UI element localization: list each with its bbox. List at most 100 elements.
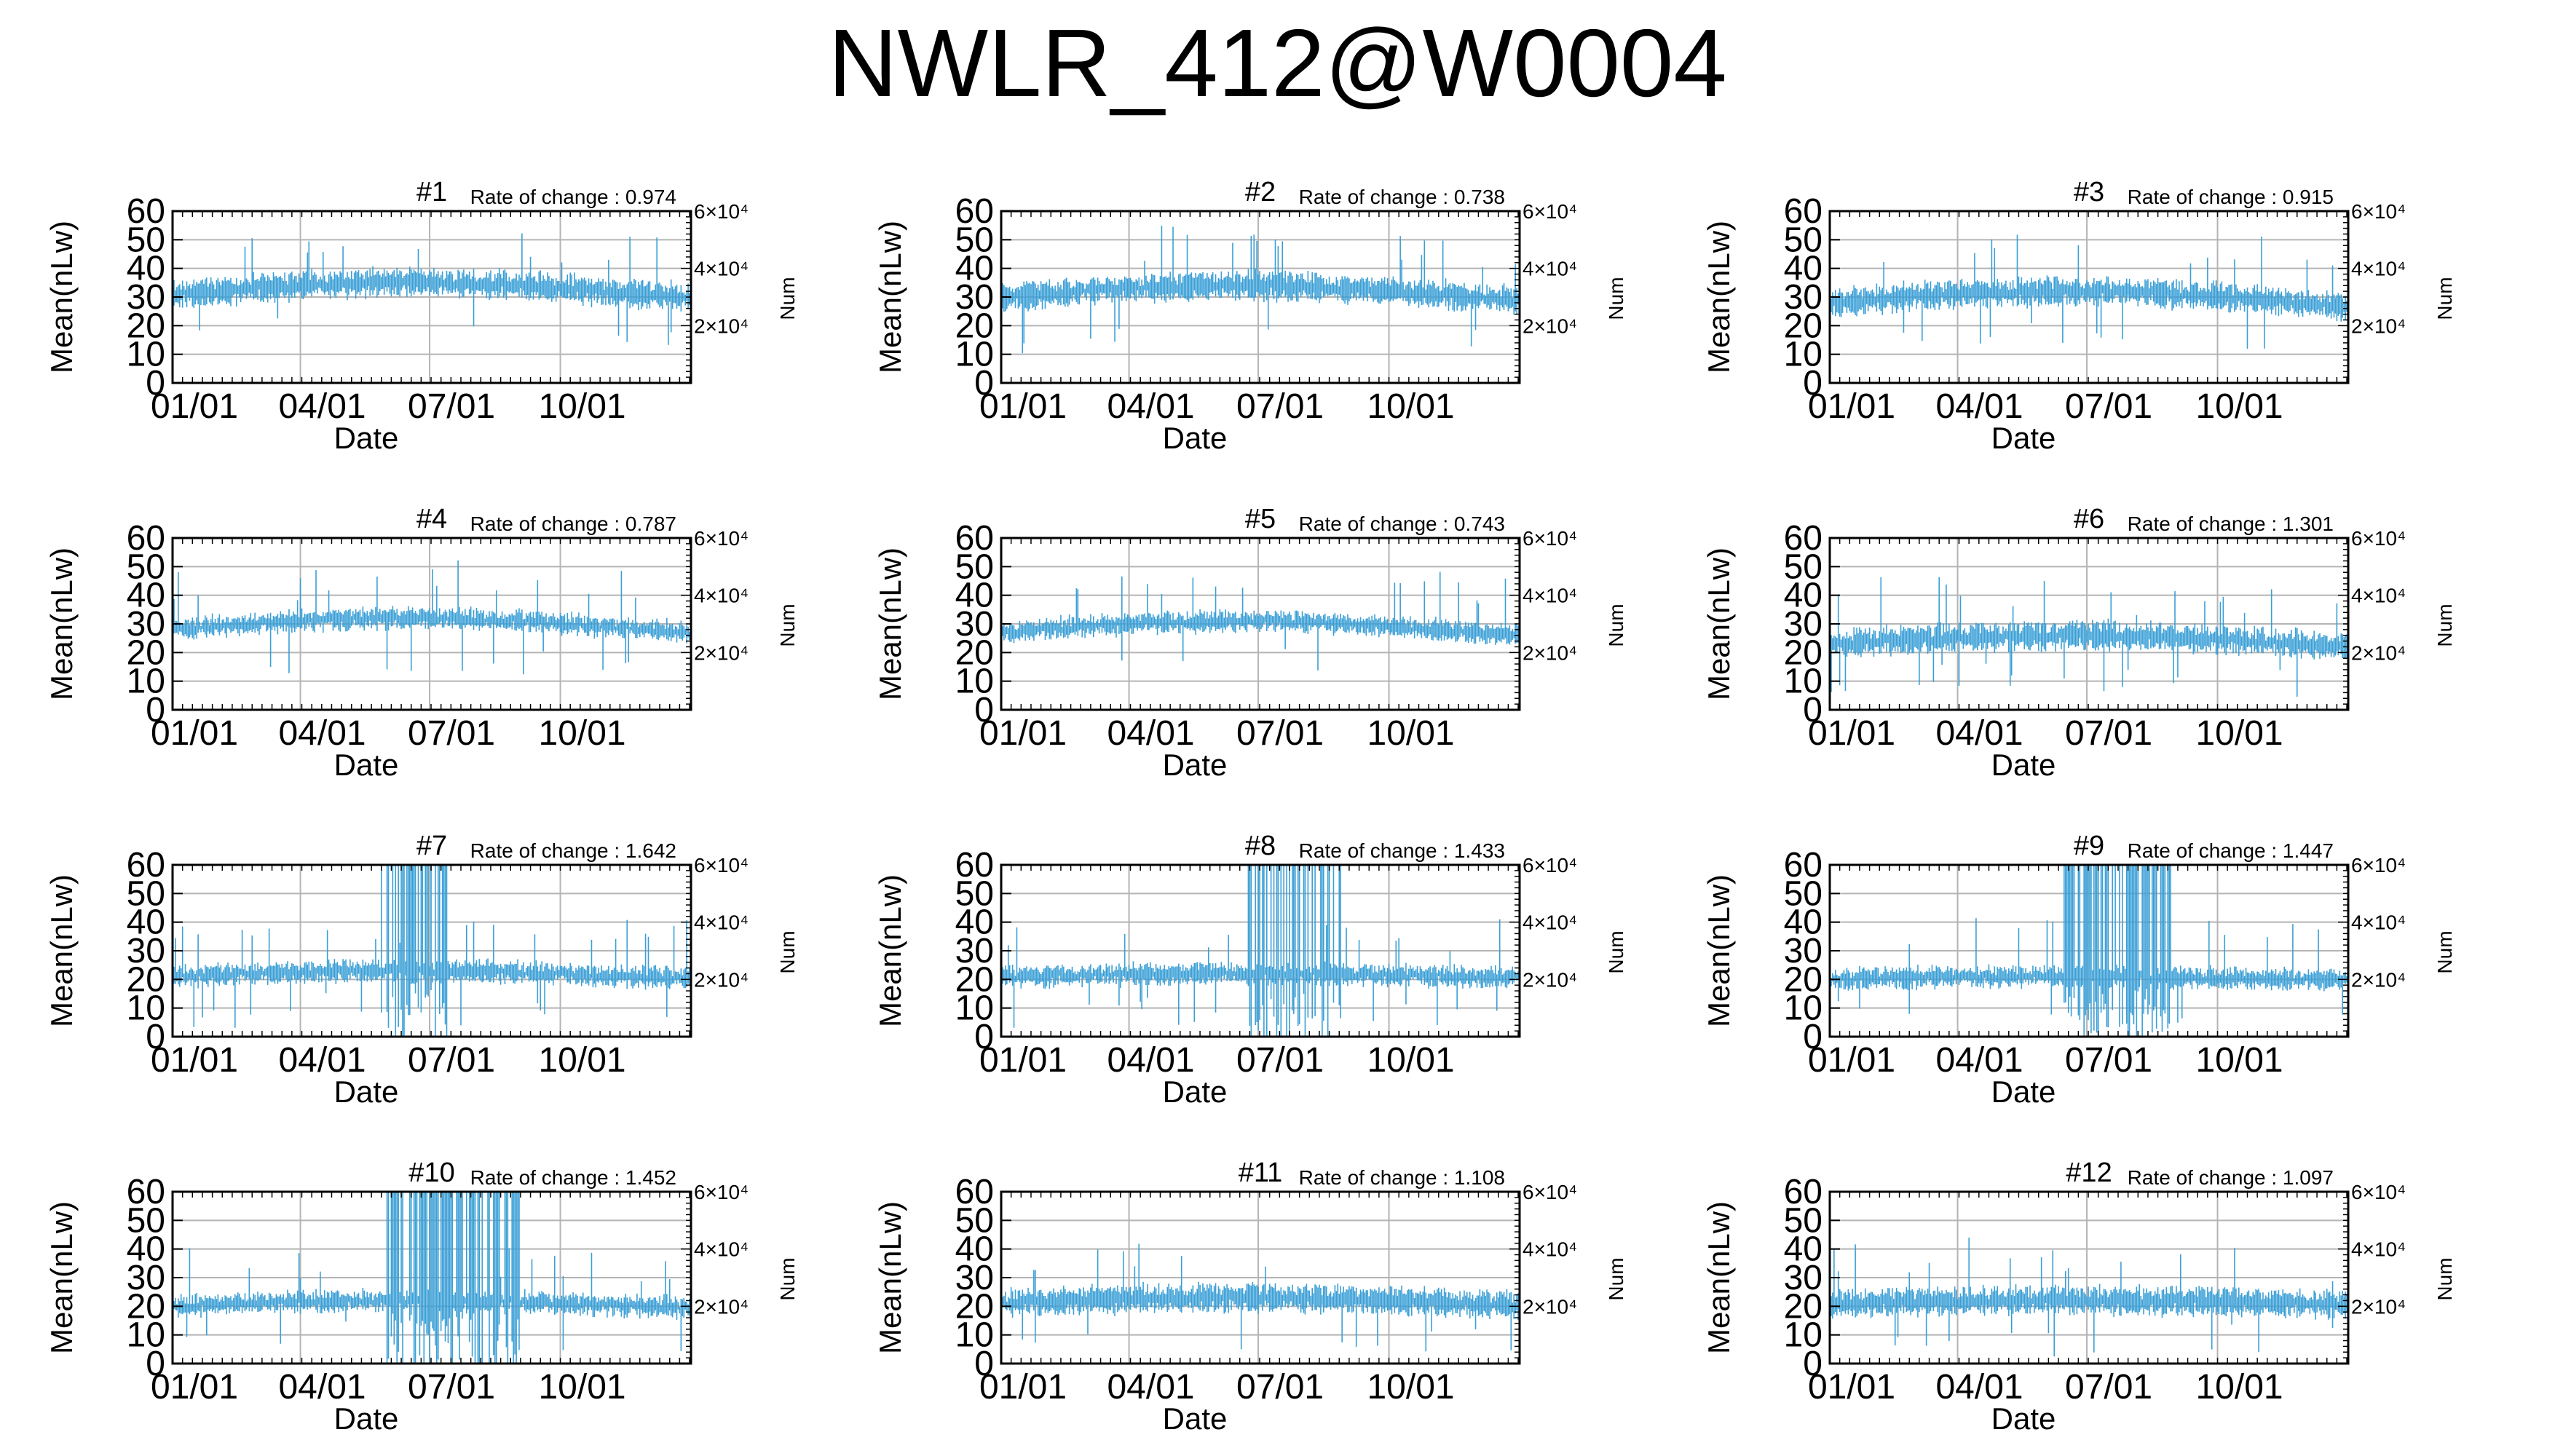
rate-of-change-label: Rate of change : 0.915 [2128, 186, 2334, 208]
rate-of-change-label: Rate of change : 1.433 [1299, 839, 1505, 862]
y2-tick-label: 6×10⁴ [694, 200, 749, 223]
y-axis-title: Mean(nLw) [44, 221, 79, 373]
y-tick-label: 10 [1784, 336, 1823, 374]
y-axis-title: Mean(nLw) [873, 874, 907, 1027]
panel-title: #8 [1245, 831, 1276, 861]
y-tick-label: 30 [127, 605, 165, 644]
x-tick-label: 01/01 [151, 1041, 238, 1080]
y-tick-label: 30 [955, 278, 994, 317]
y2-tick-label: 4×10⁴ [2351, 258, 2406, 280]
x-tick-label: 07/01 [1236, 1041, 1324, 1080]
panel-title: #4 [416, 504, 447, 534]
y-tick-label: 20 [955, 633, 994, 672]
y-tick-label: 50 [127, 221, 165, 259]
y-tick-label: 20 [127, 633, 165, 672]
panel-title: #7 [416, 831, 447, 861]
panel-title: #5 [1245, 504, 1276, 534]
y-tick-label: 30 [127, 278, 165, 317]
y-tick-label: 40 [127, 903, 165, 942]
y-tick-label: 60 [955, 519, 994, 558]
y-tick-label: 60 [955, 192, 994, 231]
y-tick-label: 20 [1784, 306, 1823, 345]
y-tick-label: 10 [127, 336, 165, 374]
y-tick-label: 50 [955, 547, 994, 586]
panel-title: #3 [2074, 177, 2104, 207]
y2-tick-label: 4×10⁴ [694, 911, 749, 934]
y-tick-label: 60 [955, 846, 994, 885]
x-tick-label: 07/01 [2065, 714, 2152, 753]
x-tick-label: 01/01 [1808, 714, 1895, 753]
y-tick-label: 40 [127, 250, 165, 288]
y-tick-label: 60 [127, 519, 165, 558]
y2-tick-label: 6×10⁴ [2351, 854, 2406, 877]
panel-title: #6 [2074, 504, 2104, 534]
y2-axis-title: Num [2433, 930, 2456, 973]
x-tick-label: 04/01 [1935, 714, 2023, 753]
y2-tick-label: 4×10⁴ [1523, 258, 1577, 280]
y2-axis-title: Num [776, 930, 799, 973]
y-tick-label: 20 [955, 306, 994, 345]
y-tick-label: 30 [1784, 278, 1823, 317]
y-tick-label: 0 [1803, 691, 1823, 729]
y-tick-label: 0 [974, 691, 994, 729]
y-tick-label: 0 [1803, 364, 1823, 403]
y2-tick-label: 2×10⁴ [694, 641, 749, 664]
x-tick-label: 10/01 [2195, 1041, 2283, 1080]
y-tick-label: 20 [127, 306, 165, 345]
x-tick-label: 01/01 [1808, 1041, 1895, 1080]
x-axis-title: Date [1991, 748, 2056, 782]
y-tick-label: 10 [1784, 662, 1823, 701]
y-tick-label: 10 [1784, 989, 1823, 1028]
x-tick-label: 04/01 [1935, 1041, 2023, 1080]
y2-axis-title: Num [2433, 277, 2456, 320]
y-tick-label: 50 [127, 874, 165, 913]
rate-of-change-label: Rate of change : 1.642 [470, 839, 676, 862]
y-tick-label: 10 [955, 662, 994, 701]
x-tick-label: 10/01 [538, 387, 625, 426]
y-tick-label: 50 [955, 221, 994, 259]
y2-axis-title: Num [1605, 604, 1627, 646]
x-axis-title: Date [334, 748, 399, 782]
y-tick-label: 40 [1784, 250, 1823, 288]
y-axis-title: Mean(nLw) [1702, 547, 1736, 700]
x-tick-label: 10/01 [538, 714, 625, 753]
y-tick-label: 10 [955, 336, 994, 374]
y-tick-label: 30 [955, 605, 994, 644]
y-tick-label: 50 [1784, 547, 1823, 586]
y-tick-label: 40 [1784, 903, 1823, 942]
y2-tick-label: 6×10⁴ [1523, 854, 1577, 877]
y-axis-title: Mean(nLw) [44, 547, 79, 700]
y-tick-label: 40 [955, 903, 994, 942]
page-title: NWLR_412@W0004 [828, 9, 1727, 116]
y-tick-label: 50 [955, 874, 994, 913]
y2-tick-label: 2×10⁴ [1523, 968, 1577, 991]
y2-tick-label: 6×10⁴ [1523, 527, 1577, 550]
y-tick-label: 40 [955, 577, 994, 615]
y-tick-label: 20 [127, 960, 165, 999]
y2-tick-label: 4×10⁴ [694, 258, 749, 280]
y-tick-label: 10 [955, 989, 994, 1028]
y2-tick-label: 4×10⁴ [694, 585, 749, 607]
y-tick-label: 60 [1784, 192, 1823, 231]
y2-tick-label: 2×10⁴ [1523, 314, 1577, 337]
x-axis-title: Date [1991, 1075, 2056, 1109]
y-tick-label: 20 [955, 960, 994, 999]
y2-axis-title: Num [776, 604, 799, 646]
y-tick-label: 40 [955, 250, 994, 288]
rate-of-change-label: Rate of change : 0.974 [470, 186, 676, 208]
x-axis-title: Date [334, 421, 399, 455]
x-tick-label: 04/01 [278, 387, 366, 426]
y-tick-label: 60 [127, 192, 165, 231]
x-axis-title: Date [334, 1075, 399, 1109]
x-tick-label: 04/01 [1107, 714, 1194, 753]
y2-axis-title: Num [2433, 604, 2456, 646]
y2-tick-label: 2×10⁴ [694, 314, 749, 337]
x-tick-label: 10/01 [1367, 1041, 1454, 1080]
